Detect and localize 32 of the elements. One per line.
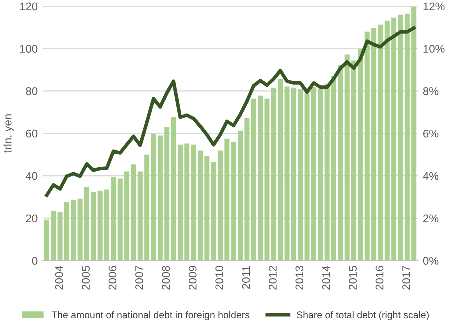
x-tick-label: 2011 (242, 266, 250, 290)
x-tick-label: 2010 (216, 266, 224, 290)
legend-label: Share of total debt (right scale) (297, 311, 429, 320)
x-tick-label: 2004 (55, 266, 64, 290)
x-tick-label: 2016 (376, 266, 384, 290)
y2-tick-label: 4% (423, 172, 439, 180)
x-tick-label: 2007 (136, 266, 144, 290)
x-tick-label: 2014 (322, 266, 330, 290)
y-tick-label: 100 (20, 45, 38, 53)
x-tick-label: 2012 (269, 266, 277, 290)
y2-tick-label: 8% (423, 88, 439, 96)
y2-tick-label: 10% (424, 45, 445, 53)
x-tick-label: 2017 (402, 266, 410, 290)
y2-tick-label: 12% (424, 2, 445, 11)
y-tick-label: 120 (20, 2, 38, 11)
y-tick-label: 80 (26, 88, 38, 96)
y2-tick-label: 2% (424, 214, 439, 223)
y2-tick-label: 0% (423, 257, 439, 265)
x-tick-label: 2005 (82, 266, 90, 290)
x-tick-label: 2013 (296, 266, 304, 290)
x-tick-label: 2009 (188, 266, 197, 290)
y-tick-label: 60 (26, 130, 38, 138)
x-tick-label: 2008 (162, 266, 170, 290)
x-tick-label: 2006 (108, 266, 117, 290)
y-tick-label: 0 (32, 257, 38, 265)
y2-tick-label: 6% (424, 130, 439, 138)
x-tick-label: 2015 (349, 266, 357, 290)
y-tick-label: 40 (26, 172, 38, 180)
y-axis-title: trln. yen (4, 114, 14, 154)
legend-label: The amount of national debt in foreign holders (52, 311, 250, 320)
y-tick-label: 20 (26, 214, 38, 223)
line-series (45, 26, 416, 198)
